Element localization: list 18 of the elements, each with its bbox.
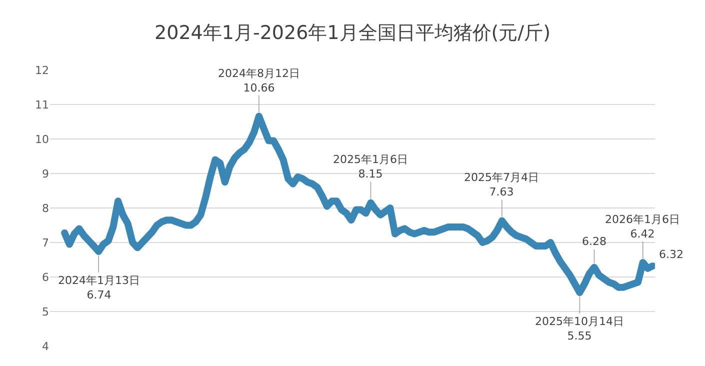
y-tick-label: 6 — [42, 270, 49, 284]
y-tick-label: 9 — [42, 167, 49, 180]
annotation: 2026年1月6日 6.42 — [605, 213, 680, 240]
y-tick-label: 10 — [35, 132, 49, 146]
y-tick-label: 12 — [35, 64, 49, 77]
annotation: 2024年1月13日 6.74 — [58, 274, 140, 302]
chart-title: 2024年1月-2026年1月全国日平均猪价(元/斤) — [154, 22, 550, 44]
annotation: 2025年1月6日 8.15 — [333, 153, 408, 180]
y-tick-label: 11 — [35, 98, 49, 112]
y-tick-label: 5 — [42, 305, 49, 318]
y-tick-label: 4 — [42, 340, 49, 353]
data-label: 6.32 — [659, 248, 684, 261]
y-tick-label: 8 — [42, 202, 49, 215]
annotation: 6.28 — [582, 235, 606, 248]
annotation: 2024年8月12日 10.66 — [218, 67, 300, 94]
y-tick-label: 7 — [42, 236, 49, 250]
annotation: 2025年7月4日 7.63 — [464, 171, 539, 198]
annotation: 2025年10月14日 5.55 — [535, 315, 624, 342]
